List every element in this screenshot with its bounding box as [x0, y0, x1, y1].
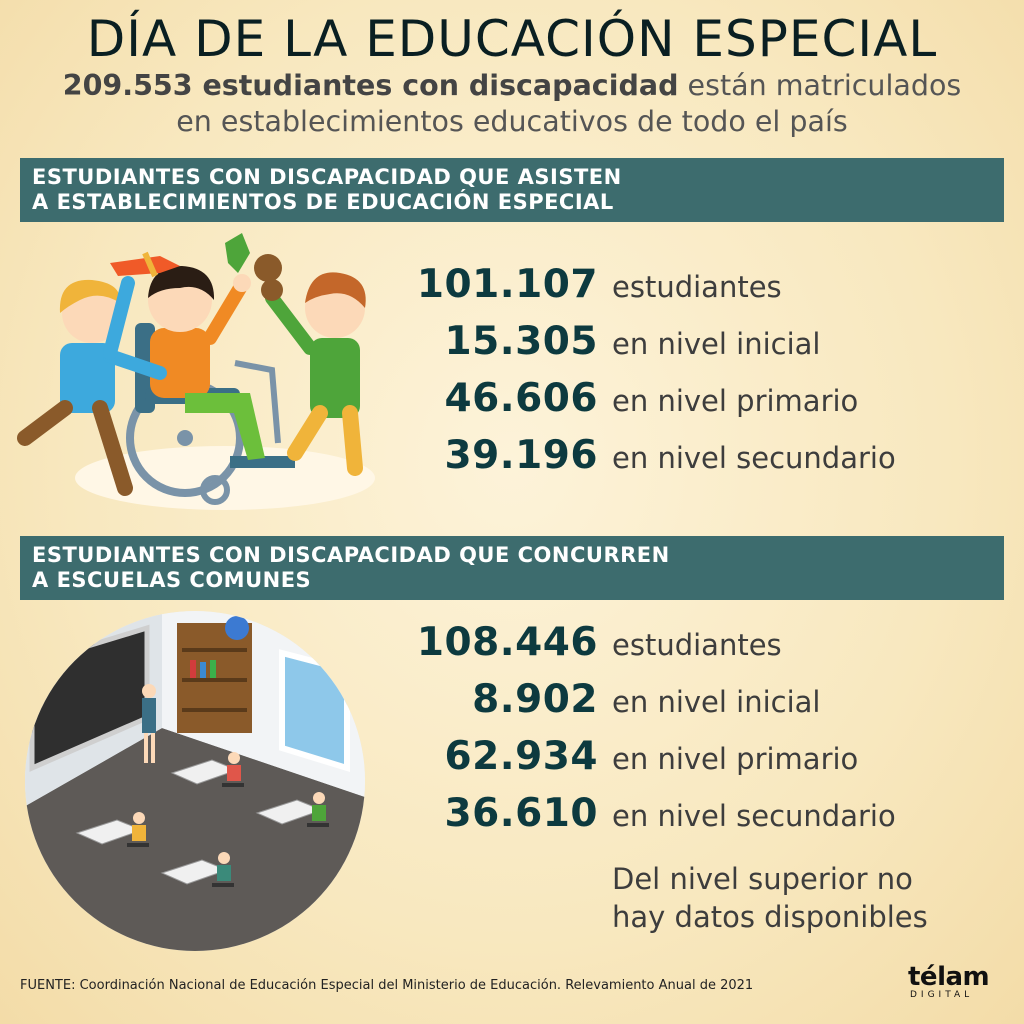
section2-stats: 108.446 estudiantes 8.902 en nivel inicial… — [380, 620, 980, 848]
stat-value: 15.305 — [444, 319, 598, 364]
stat-value: 8.902 — [472, 677, 598, 722]
subtitle-line2: en establecimientos educativos de todo e… — [176, 105, 848, 138]
stat-label: en nivel inicial — [612, 327, 821, 361]
subtitle-highlight: 209.553 estudiantes con discapacidad — [62, 69, 679, 102]
stat-label: en nivel primario — [612, 742, 859, 776]
section2-banner: ESTUDIANTES CON DISCAPACIDAD QUE CONCURR… — [20, 536, 1004, 600]
stat-row: 101.107 estudiantes — [380, 262, 980, 319]
stat-label: en nivel secundario — [612, 799, 896, 833]
stat-row: 46.606 en nivel primario — [380, 376, 980, 433]
stat-label: en nivel inicial — [612, 685, 821, 719]
stat-label: en nivel primario — [612, 384, 859, 418]
section1-stats: 101.107 estudiantes 15.305 en nivel inicia… — [380, 262, 980, 490]
stat-value: 101.107 — [416, 262, 598, 307]
stat-row: 8.902 en nivel inicial — [380, 677, 980, 734]
stat-row: 15.305 en nivel inicial — [380, 319, 980, 376]
subtitle-rest: están matriculados — [678, 69, 962, 102]
section1-banner-line2: A ESTABLECIMIENTOS DE EDUCACIÓN ESPECIAL — [32, 190, 614, 214]
note-line1: Del nivel superior no — [612, 862, 913, 896]
stat-row: 36.610 en nivel secundario — [380, 791, 980, 848]
stat-row: 62.934 en nivel primario — [380, 734, 980, 791]
section2-banner-line1: ESTUDIANTES CON DISCAPACIDAD QUE CONCURR… — [32, 543, 670, 567]
page-subtitle: 209.553 estudiantes con discapacidad est… — [0, 68, 1024, 140]
telam-logo: télam DIGITAL — [908, 964, 1000, 1006]
classroom-illustration — [25, 611, 365, 951]
section2-banner-line2: A ESCUELAS COMUNES — [32, 568, 312, 592]
children-wheelchair-illustration — [17, 233, 375, 510]
section1-banner-line1: ESTUDIANTES CON DISCAPACIDAD QUE ASISTEN — [32, 165, 622, 189]
note-line2: hay datos disponibles — [612, 900, 928, 934]
stat-value: 46.606 — [444, 376, 598, 421]
stat-value: 36.610 — [444, 791, 598, 836]
page-title: DÍA DE LA EDUCACIÓN ESPECIAL — [86, 10, 938, 68]
stat-value: 62.934 — [444, 734, 598, 779]
stat-row: 108.446 estudiantes — [380, 620, 980, 677]
stat-label: estudiantes — [612, 628, 782, 662]
stat-value: 108.446 — [416, 620, 598, 665]
stat-row: 39.196 en nivel secundario — [380, 433, 980, 490]
stat-label: en nivel secundario — [612, 441, 896, 475]
stat-value: 39.196 — [444, 433, 598, 478]
logo-word: télam — [908, 962, 990, 992]
no-data-note: Del nivel superior no hay datos disponib… — [612, 860, 928, 936]
source-credit: FUENTE: Coordinación Nacional de Educaci… — [20, 978, 754, 993]
logo-sub: DIGITAL — [910, 990, 974, 1000]
section1-banner: ESTUDIANTES CON DISCAPACIDAD QUE ASISTEN… — [20, 158, 1004, 222]
stat-label: estudiantes — [612, 270, 782, 304]
